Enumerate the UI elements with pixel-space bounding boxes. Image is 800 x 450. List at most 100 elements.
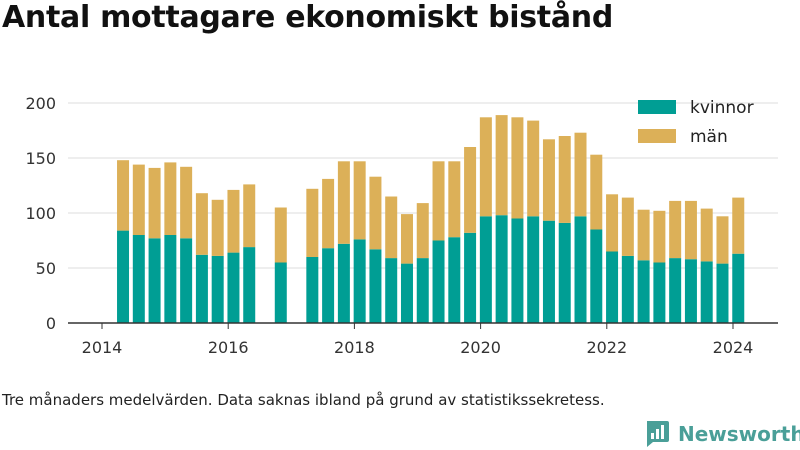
bar-man	[132, 164, 145, 235]
legend-label: kvinnor	[690, 98, 754, 118]
bar-man	[180, 166, 193, 239]
x-tick-label: 2018	[334, 338, 375, 357]
bar-kvinnor	[511, 218, 524, 323]
bar-man	[574, 132, 587, 217]
bar-kvinnor	[416, 258, 429, 323]
bar-man	[117, 160, 130, 231]
bar-man	[669, 200, 682, 259]
bar-man	[416, 203, 429, 259]
legend-swatch	[638, 100, 676, 114]
bar-man	[148, 167, 161, 239]
x-tick-label: 2020	[460, 338, 501, 357]
bar-man	[400, 214, 413, 264]
bar-kvinnor	[400, 263, 413, 323]
legend-label: män	[690, 127, 728, 147]
bar-kvinnor	[211, 255, 224, 323]
bar-man	[621, 197, 634, 256]
bar-kvinnor	[117, 230, 130, 323]
bar-man	[243, 184, 256, 248]
bar-kvinnor	[227, 252, 240, 323]
bar-kvinnor	[653, 262, 666, 323]
bar-kvinnor	[558, 222, 571, 323]
bar-man	[732, 197, 745, 254]
bar-kvinnor	[684, 259, 697, 323]
bar-man	[590, 154, 603, 230]
bar-kvinnor	[448, 237, 461, 323]
bar-man	[448, 161, 461, 238]
y-tick-label: 200	[25, 94, 56, 113]
bar-man	[337, 161, 350, 244]
bar-kvinnor	[637, 260, 650, 323]
x-tick-label: 2016	[208, 338, 249, 357]
bar-man	[606, 194, 619, 252]
bar-kvinnor	[148, 238, 161, 323]
axes: 0 50 100 150 200 2014 2016 2018 2020 2022 2024	[25, 94, 778, 357]
bar-kvinnor	[574, 216, 587, 323]
bar-kvinnor	[606, 251, 619, 323]
bar-kvinnor	[542, 220, 555, 323]
bar-kvinnor	[669, 258, 682, 323]
bars	[117, 115, 745, 323]
bar-kvinnor	[385, 258, 398, 323]
bar-man	[527, 120, 540, 217]
bar-man	[653, 210, 666, 263]
bar-kvinnor	[322, 248, 335, 323]
y-tick-label: 150	[25, 149, 56, 168]
bar-man	[322, 178, 335, 249]
x-tick-label: 2024	[713, 338, 754, 357]
bar-man	[369, 176, 382, 250]
bar-kvinnor	[337, 243, 350, 323]
bar-kvinnor	[700, 261, 713, 323]
bar-man	[164, 162, 177, 235]
bar-kvinnor	[716, 263, 729, 323]
bar-kvinnor	[180, 238, 193, 323]
chart-title: Antal mottagare ekonomiskt bistånd	[2, 0, 614, 35]
bar-man	[195, 193, 208, 255]
bar-man	[385, 196, 398, 259]
bar-kvinnor	[479, 216, 492, 323]
newsworthy-logo[interactable]: Newsworthy	[644, 420, 800, 448]
bar-kvinnor	[527, 216, 540, 323]
bar-kvinnor	[353, 239, 366, 323]
bar-kvinnor	[464, 232, 477, 323]
legend: kvinnor män	[638, 98, 754, 147]
brand-name: Newsworthy	[678, 422, 800, 446]
bar-man	[637, 209, 650, 261]
bar-man	[432, 161, 445, 241]
bar-kvinnor	[132, 235, 145, 323]
x-tick-label: 2022	[586, 338, 627, 357]
bar-man	[211, 199, 224, 256]
bar-man	[464, 147, 477, 233]
chart-caption: Tre månaders medelvärden. Data saknas ib…	[2, 391, 605, 409]
bar-man	[511, 117, 524, 219]
bar-man	[353, 161, 366, 240]
bar-kvinnor	[732, 253, 745, 323]
y-tick-label: 100	[25, 204, 56, 223]
y-tick-label: 50	[36, 259, 56, 278]
bar-kvinnor	[621, 255, 634, 323]
bar-kvinnor	[432, 240, 445, 323]
bar-kvinnor	[306, 257, 319, 323]
bar-kvinnor	[369, 249, 382, 323]
bar-kvinnor	[590, 229, 603, 323]
bar-man	[716, 216, 729, 264]
bar-man	[479, 117, 492, 217]
bar-kvinnor	[274, 262, 287, 323]
newsworthy-logo-icon	[647, 421, 669, 447]
bar-man	[542, 139, 555, 221]
x-tick-label: 2014	[82, 338, 123, 357]
legend-swatch	[638, 129, 676, 143]
bar-man	[684, 200, 697, 260]
bar-kvinnor	[243, 247, 256, 323]
bar-man	[227, 189, 240, 253]
bar-man	[274, 207, 287, 263]
bar-man	[700, 208, 713, 262]
y-tick-label: 0	[46, 314, 56, 333]
bar-man	[495, 115, 508, 216]
bar-kvinnor	[195, 254, 208, 323]
bar-kvinnor	[164, 235, 177, 323]
bar-man	[306, 188, 319, 257]
bar-man	[558, 136, 571, 223]
bar-kvinnor	[495, 215, 508, 323]
